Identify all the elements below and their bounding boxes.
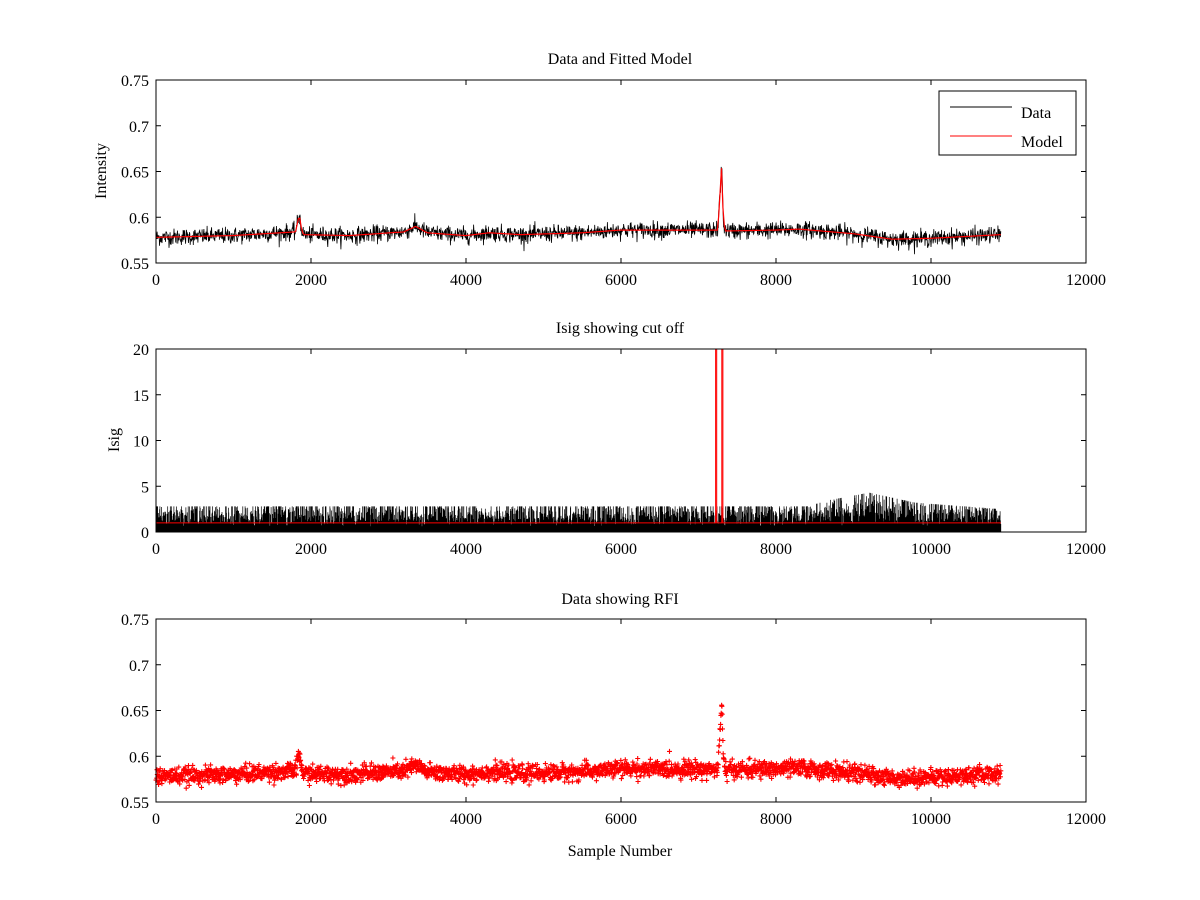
y-tick-label: 5 <box>141 479 149 496</box>
x-tick-label: 6000 <box>605 811 637 828</box>
ticks-layer: 0 2000 4000 6000 8000 10000 12000 0 5 10 15 20 <box>133 342 1106 558</box>
chart-title: Data and Fitted Model <box>548 51 693 68</box>
chart-title: Isig showing cut off <box>556 320 685 337</box>
x-tick-label: 0 <box>152 272 160 289</box>
x-tick-label: 2000 <box>295 541 327 558</box>
series-model <box>155 168 1001 240</box>
x-tick-label: 12000 <box>1066 272 1106 289</box>
panel-isig-showing-cut-off: Isig showing cut off Isig 0 2000 4000 6000 8… <box>106 320 1106 558</box>
x-tick-label: 8000 <box>760 272 792 289</box>
legend-entry-data: Data <box>1021 105 1051 122</box>
legend: Data Model <box>938 90 1077 156</box>
x-tick-label: 4000 <box>450 811 482 828</box>
y-tick-label: 0.75 <box>121 73 149 90</box>
legend-entry-model: Model <box>1021 134 1063 151</box>
x-tick-label: 8000 <box>760 541 792 558</box>
x-tick-label: 12000 <box>1066 811 1106 828</box>
series-layer <box>155 348 1002 532</box>
x-tick-label: 2000 <box>295 811 327 828</box>
x-axis-label: Sample Number <box>568 843 673 860</box>
y-tick-label: 0.7 <box>129 658 149 675</box>
x-tick-label: 0 <box>152 541 160 558</box>
y-axis-label: Isig <box>106 428 123 452</box>
x-tick-label: 10000 <box>911 811 951 828</box>
y-tick-label: 0.75 <box>121 612 149 629</box>
ticks-layer: 0 2000 4000 6000 8000 10000 12000 0.55 0.6 0.65 0.… <box>121 612 1106 828</box>
series-layer <box>155 166 1002 255</box>
plot-frame <box>155 348 1087 533</box>
series-rfi-points <box>153 702 1004 791</box>
chart-title: Data showing RFI <box>561 591 678 608</box>
y-tick-label: 0.7 <box>129 119 149 136</box>
series-isig-data <box>155 492 1002 532</box>
y-tick-label: 0.55 <box>121 795 149 812</box>
ticks-layer: 0 2000 4000 6000 8000 10000 12000 0.55 0.6 0.65 0.… <box>121 73 1106 289</box>
legend-box <box>938 90 1077 156</box>
x-tick-label: 10000 <box>911 272 951 289</box>
y-tick-label: 0.55 <box>121 256 149 273</box>
x-tick-label: 0 <box>152 811 160 828</box>
y-tick-label: 10 <box>133 434 149 451</box>
y-tick-label: 0 <box>141 525 149 542</box>
y-axis-label: Intensity <box>93 143 110 199</box>
series-isig-cutoff <box>156 348 1001 524</box>
x-tick-label: 6000 <box>605 541 637 558</box>
y-tick-label: 0.65 <box>121 704 149 721</box>
x-tick-label: 4000 <box>450 272 482 289</box>
series-layer <box>153 702 1004 791</box>
y-tick-label: 20 <box>133 342 149 359</box>
y-tick-label: 15 <box>133 388 149 405</box>
x-tick-label: 6000 <box>605 272 637 289</box>
y-tick-label: 0.65 <box>121 165 149 182</box>
series-data <box>155 166 1002 255</box>
panel-data-and-fitted-model: Data and Fitted Model Intensity 0 2000 400… <box>93 51 1106 289</box>
x-tick-label: 2000 <box>295 272 327 289</box>
panel-data-showing-rfi: Data showing RFI 0 2000 4000 6000 8000 10000 1… <box>121 591 1106 860</box>
y-tick-label: 0.6 <box>129 210 149 227</box>
x-tick-label: 12000 <box>1066 541 1106 558</box>
y-tick-label: 0.6 <box>129 749 149 766</box>
x-tick-label: 8000 <box>760 811 792 828</box>
x-tick-label: 4000 <box>450 541 482 558</box>
x-tick-label: 10000 <box>911 541 951 558</box>
